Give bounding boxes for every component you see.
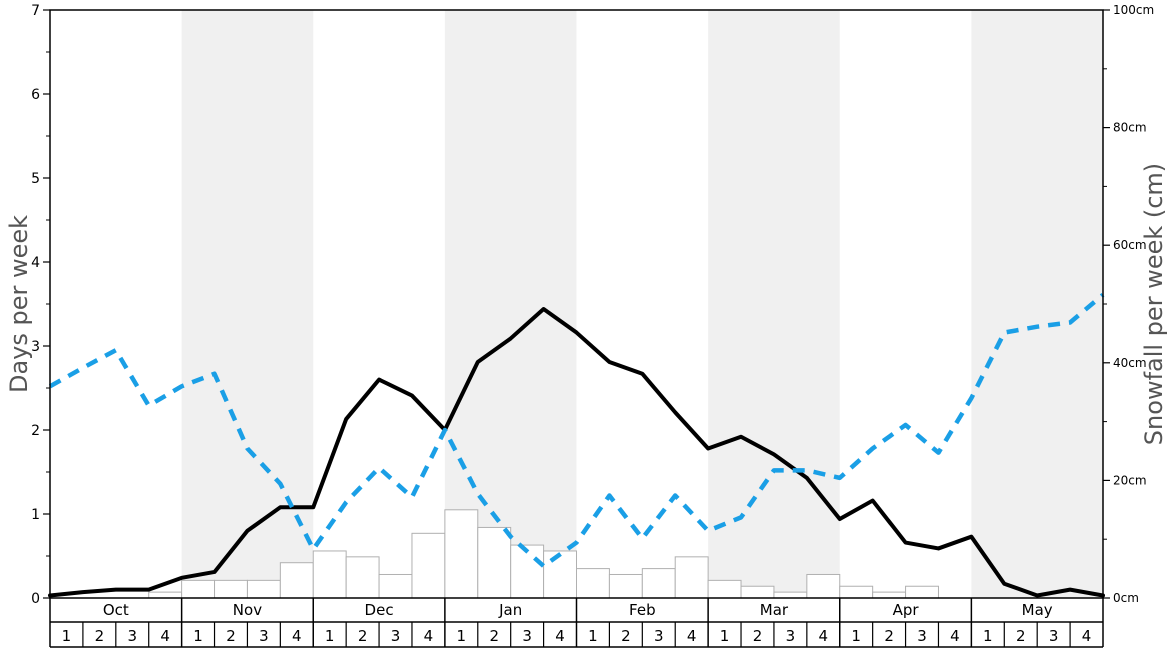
week-label: 2 xyxy=(226,627,236,645)
y-left-tick-label: 1 xyxy=(31,507,40,523)
y-left-tick-label: 2 xyxy=(31,423,40,439)
week-label: 2 xyxy=(884,627,894,645)
y-axis-left-title: Days per week xyxy=(5,215,33,393)
week-label: 3 xyxy=(391,627,401,645)
snowfall-bars xyxy=(148,509,939,599)
series-lines xyxy=(48,293,1105,598)
week-label: 1 xyxy=(720,627,730,645)
month-bands xyxy=(181,10,1103,598)
snowfall-bar xyxy=(707,579,742,599)
week-label: 2 xyxy=(95,627,105,645)
snowfall-bar xyxy=(378,573,413,599)
week-label: 1 xyxy=(62,627,72,645)
snowfall_line-line xyxy=(48,293,1105,569)
month-label: May xyxy=(1022,601,1053,619)
y-left-tick-label: 7 xyxy=(31,3,40,19)
month-axis: Oct 1 2 3 4 Nov 1 2 3 4 Dec 1 2 3 4 Jan 1 2 3 4 Feb 1 2 3 4 Mar 1 2… xyxy=(49,598,1104,648)
week-label: 3 xyxy=(1049,627,1059,645)
y-left-tick-label: 3 xyxy=(31,339,40,355)
snowfall-bar xyxy=(543,550,577,599)
week-label: 3 xyxy=(917,627,927,645)
month-label: Feb xyxy=(629,601,656,619)
y-axis-right-title: Snowfall per week (cm) xyxy=(1140,163,1168,445)
week-label: 4 xyxy=(292,627,302,645)
week-label: 2 xyxy=(358,627,368,645)
month-label: Nov xyxy=(233,601,262,619)
snowfall-bar xyxy=(674,556,709,599)
month-label: Oct xyxy=(103,601,129,619)
week-label: 4 xyxy=(950,627,960,645)
y-right-tick-label: 0cm xyxy=(1113,591,1139,605)
snowfall-bar xyxy=(839,585,874,599)
y-left-tick-label: 6 xyxy=(31,87,40,103)
week-label: 2 xyxy=(489,627,499,645)
week-label: 4 xyxy=(424,627,434,645)
snowfall-bar xyxy=(312,550,347,599)
week-label: 4 xyxy=(1082,627,1092,645)
y-left-tick-label: 5 xyxy=(31,171,40,187)
snowfall-bar xyxy=(345,556,380,599)
week-label: 4 xyxy=(160,627,170,645)
month-band xyxy=(971,10,1103,598)
snowfall-bar xyxy=(214,579,248,599)
snowfall-bar xyxy=(905,585,939,599)
month-label: Mar xyxy=(760,601,789,619)
week-label: 1 xyxy=(193,627,203,645)
week-label: 2 xyxy=(1016,627,1026,645)
y-left-tick-label: 4 xyxy=(31,255,40,271)
snowfall-bar xyxy=(740,585,775,599)
y-right-tick-label: 100cm xyxy=(1113,3,1154,17)
week-label: 2 xyxy=(753,627,763,645)
snowfall-bar xyxy=(444,509,479,599)
snowfall-bar xyxy=(872,591,907,599)
week-label: 1 xyxy=(457,627,467,645)
snow_days-line xyxy=(48,307,1105,598)
week-label: 3 xyxy=(786,627,796,645)
month-label: Jan xyxy=(498,601,522,619)
y-right-tick-label: 60cm xyxy=(1113,238,1147,252)
snowfall-bar xyxy=(608,573,643,599)
week-label: 3 xyxy=(522,627,532,645)
week-label: 3 xyxy=(259,627,269,645)
week-label: 4 xyxy=(555,627,565,645)
snowfall-bar xyxy=(279,562,314,599)
week-label: 3 xyxy=(127,627,137,645)
snowfall-bar xyxy=(576,568,610,599)
snowfall-bar xyxy=(411,532,446,599)
snowfall-bar xyxy=(148,591,183,599)
snowfall-bar xyxy=(641,568,676,599)
week-label: 1 xyxy=(983,627,993,645)
snowfall-bar xyxy=(477,526,512,599)
week-label: 1 xyxy=(588,627,598,645)
week-label: 4 xyxy=(687,627,697,645)
month-band xyxy=(708,10,840,598)
y-right-tick-label: 20cm xyxy=(1113,473,1147,487)
week-label: 1 xyxy=(325,627,335,645)
month-label: Dec xyxy=(365,601,394,619)
week-label: 4 xyxy=(819,627,829,645)
y-right-tick-label: 80cm xyxy=(1113,121,1147,135)
month-band xyxy=(444,10,577,598)
month-band xyxy=(181,10,314,598)
snowfall-bar xyxy=(806,573,841,599)
y-right-tick-label: 40cm xyxy=(1113,356,1147,370)
snowfall-bar xyxy=(246,579,281,599)
week-label: 2 xyxy=(621,627,631,645)
week-label: 1 xyxy=(851,627,861,645)
snowfall-bar xyxy=(773,591,808,599)
snowfall-bar xyxy=(181,579,216,599)
week-label: 3 xyxy=(654,627,664,645)
snowfall-bar xyxy=(510,544,545,599)
y-left-tick-label: 0 xyxy=(31,591,40,607)
month-label: Apr xyxy=(893,601,920,619)
